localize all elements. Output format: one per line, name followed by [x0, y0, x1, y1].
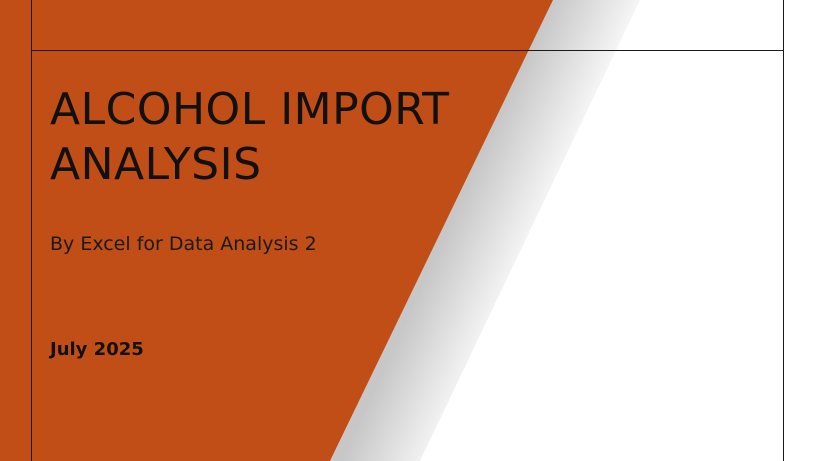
top-horizontal-rule: [31, 50, 784, 51]
title-line-1: ALCOHOL IMPORT: [50, 84, 450, 135]
slide-title: ALCOHOL IMPORT ANALYSIS: [50, 82, 520, 192]
title-line-2: ANALYSIS: [50, 139, 262, 190]
left-vertical-rule: [31, 0, 32, 461]
right-vertical-rule: [783, 0, 784, 461]
slide-subtitle: By Excel for Data Analysis 2: [50, 233, 317, 255]
slide-date: July 2025: [50, 339, 144, 360]
